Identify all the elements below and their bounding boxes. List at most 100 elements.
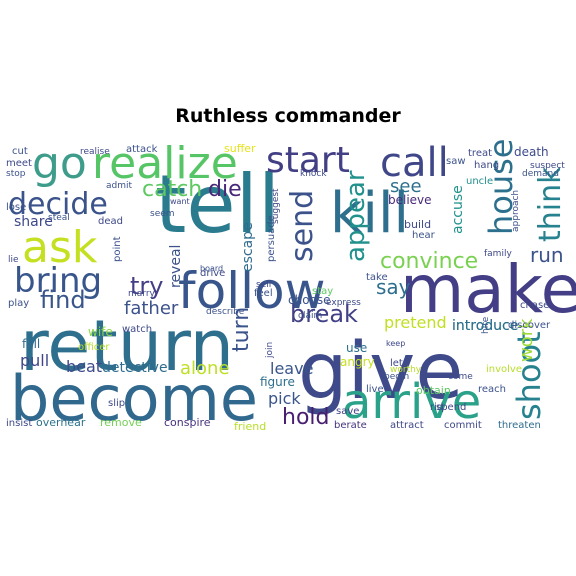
word-attack: attack <box>126 144 158 155</box>
word-say: say <box>376 275 411 299</box>
word-see: see <box>390 176 422 197</box>
word-fall: fall <box>22 337 40 351</box>
word-stay: stay <box>312 286 333 297</box>
word-catch: catch <box>142 177 202 202</box>
word-family: family <box>484 249 512 259</box>
word-share: share <box>14 214 53 230</box>
word-marry: marry <box>128 289 156 299</box>
word-build: build <box>404 218 431 231</box>
word-introduce: introduce <box>452 318 518 334</box>
word-hire: hire <box>481 316 491 334</box>
word-detective: detective <box>102 360 168 376</box>
word-use: use <box>346 341 367 355</box>
word-seem: seem <box>150 209 175 219</box>
word-give: give <box>298 327 463 417</box>
word-introduce: introduce <box>452 318 518 334</box>
word-describe: describe <box>206 307 245 317</box>
word-angry: angry <box>340 355 375 369</box>
word-take: take <box>366 272 388 283</box>
word-find: find <box>40 286 86 314</box>
word-suggest: suggest <box>271 188 281 224</box>
word-involve: involve <box>486 364 522 375</box>
word-decide: decide <box>8 187 108 222</box>
word-break: break <box>290 300 358 328</box>
word-think: think <box>533 166 568 242</box>
word-pretend: pretend <box>384 313 447 332</box>
word-convince: convince <box>380 249 478 274</box>
word-slip: slip <box>108 398 125 409</box>
word-start: start <box>266 140 350 181</box>
word-believe: believe <box>388 193 432 207</box>
word-turn: turn <box>229 307 254 352</box>
word-beat: beat <box>66 357 102 376</box>
word-death: death <box>514 145 549 159</box>
word-alone: alone <box>180 358 230 379</box>
word-admit: admit <box>106 181 132 191</box>
word-point: point <box>112 236 123 262</box>
word-reach: reach <box>478 384 506 395</box>
word-choose: choose <box>288 293 331 307</box>
word-try: try <box>130 272 163 300</box>
word-board: board <box>200 264 223 273</box>
word-worthy: worthy <box>390 365 422 375</box>
word-attract: attract <box>390 420 424 431</box>
word-save: save <box>336 406 359 417</box>
word-claim: claim <box>298 311 322 321</box>
word-die: die <box>208 177 242 202</box>
word-shoot: shoot <box>510 331 548 420</box>
word-pick: pick <box>268 389 301 408</box>
word-follow: follow <box>178 262 325 320</box>
word-approach: approach <box>511 190 521 232</box>
word-go: go <box>32 138 87 189</box>
word-return: return <box>20 305 234 387</box>
word-want: want <box>170 197 190 206</box>
word-commit: commit <box>444 420 482 431</box>
word-dead: dead <box>98 216 123 227</box>
word-let: let <box>390 358 403 369</box>
word-live: live <box>366 384 384 395</box>
word-express: express <box>326 298 361 308</box>
word-obtain: obtain <box>416 384 451 397</box>
word-join: join <box>265 342 275 359</box>
word-rid: rid <box>430 402 443 413</box>
word-threaten: threaten <box>498 420 541 431</box>
word-pull: pull <box>20 351 49 370</box>
word-uncle: uncle <box>466 176 493 187</box>
word-suffer: suffer <box>224 142 256 155</box>
word-officer: officer <box>78 342 110 353</box>
word-friend: friend <box>234 420 266 433</box>
word-call: call <box>380 140 449 186</box>
word-treat: treat <box>468 148 492 159</box>
word-berate: berate <box>334 420 367 431</box>
word-feel: feel <box>254 288 273 299</box>
word-hold: hold <box>282 405 329 430</box>
word-saw: saw <box>446 156 466 167</box>
word-insist: insist <box>6 418 32 429</box>
word-reveal: reveal <box>168 245 184 288</box>
word-remove: remove <box>100 416 142 429</box>
word-sell: sell <box>256 280 271 290</box>
word-chase: chase <box>520 300 549 311</box>
word-suspect: suspect <box>530 161 565 171</box>
word-keep: keep <box>386 339 405 348</box>
word-arrive: arrive <box>342 374 481 430</box>
word-work: work <box>516 318 537 362</box>
word-send: send <box>285 190 320 262</box>
word-knock: knock <box>300 169 327 179</box>
word-make: make <box>400 251 576 328</box>
word-drive: drive <box>200 268 225 279</box>
word-begin: begin <box>384 372 409 382</box>
word-accuse: accuse <box>450 185 466 234</box>
word-figure: figure <box>260 375 295 389</box>
word-father: father <box>124 298 179 319</box>
word-watch: watch <box>122 324 152 335</box>
figure-title: Ruthless commander <box>175 105 401 127</box>
word-escape: escape <box>240 222 256 272</box>
word-tell: tell <box>155 158 280 251</box>
word-discover: discover <box>508 320 551 331</box>
word-lose: lose <box>6 202 26 213</box>
word-realise: realise <box>80 147 110 157</box>
word-persuade: persuade <box>266 215 277 262</box>
